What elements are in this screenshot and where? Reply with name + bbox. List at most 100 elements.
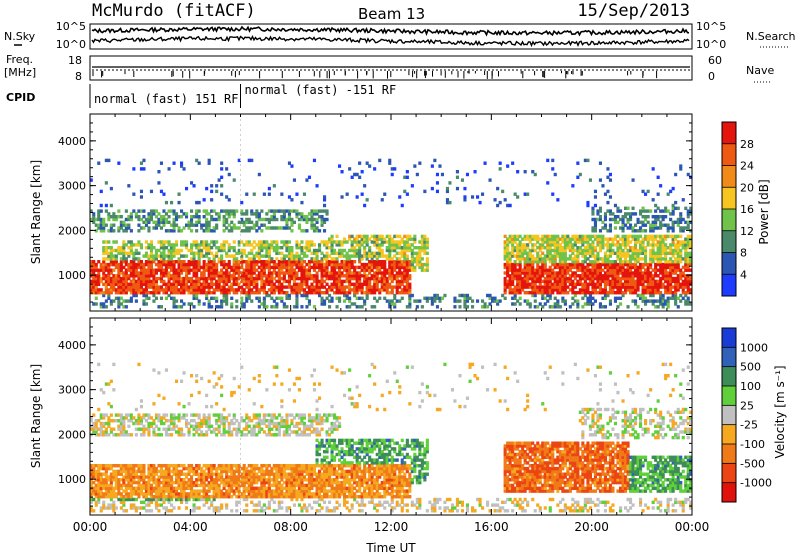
heatmap-cell [526, 268, 530, 272]
heatmap-cell [270, 240, 274, 244]
heatmap-cell [230, 220, 234, 225]
heatmap-cell [588, 268, 593, 272]
heatmap-cell [129, 503, 133, 507]
heatmap-cell [212, 282, 216, 287]
heatmap-cell [518, 279, 522, 284]
heatmap-cell [674, 172, 678, 177]
heatmap-cell [237, 243, 241, 247]
heatmap-cell [200, 248, 204, 253]
heatmap-cell [114, 413, 118, 417]
heatmap-cell [596, 268, 600, 272]
heatmap-cell [568, 246, 572, 250]
heatmap-cell [310, 223, 314, 227]
heatmap-cell [280, 276, 284, 281]
heatmap-cell [117, 305, 121, 309]
heatmap-cell [511, 268, 515, 272]
heatmap-cell [129, 291, 133, 295]
heatmap-cell [197, 209, 201, 213]
heatmap-cell [651, 215, 655, 219]
heatmap-cell [220, 276, 224, 281]
heatmap-cell [235, 291, 239, 295]
heatmap-cell [644, 296, 648, 301]
heatmap-cell [481, 192, 485, 196]
heatmap-cell [122, 248, 126, 253]
heatmap-cell [117, 285, 121, 289]
heatmap-cell [528, 260, 532, 264]
heatmap-cell [335, 262, 339, 267]
heatmap-cell [350, 276, 354, 281]
heatmap-cell [272, 184, 276, 188]
heatmap-cell [563, 279, 567, 284]
heatmap-cell [170, 268, 174, 272]
heatmap-cell [659, 237, 663, 241]
heatmap-cell [674, 276, 678, 281]
heatmap-cell [237, 265, 241, 270]
heatmap-cell [365, 254, 369, 258]
heatmap-cell [162, 240, 166, 244]
heatmap-cell [669, 282, 673, 287]
heatmap-cell [272, 209, 276, 213]
heatmap-cell [210, 240, 214, 244]
heatmap-cell [676, 246, 680, 250]
heatmap-cell [548, 240, 552, 244]
heatmap-cell [634, 243, 638, 247]
heatmap-cell [378, 246, 382, 250]
heatmap-cell [159, 189, 164, 194]
heatmap-cell [556, 302, 560, 306]
heatmap-cell [207, 276, 211, 281]
heatmap-cell [393, 276, 397, 281]
heatmap-cell [523, 248, 527, 253]
heatmap-cell [591, 291, 595, 295]
heatmap-cell [533, 293, 537, 298]
heatmap-cell [330, 240, 334, 244]
heatmap-cell [586, 248, 590, 253]
heatmap-cell [97, 260, 101, 264]
heatmap-cell [603, 305, 608, 309]
heatmap-cell [561, 240, 565, 244]
heatmap-cell [501, 189, 505, 194]
heatmap-cell [398, 257, 402, 261]
heatmap-cell [400, 248, 404, 253]
heatmap-cell [323, 279, 327, 284]
heatmap-cell [312, 260, 317, 264]
heatmap-cell [212, 291, 216, 295]
heatmap-cell [222, 296, 226, 301]
heatmap-cell [333, 240, 337, 244]
heatmap-cell [300, 285, 304, 289]
heatmap-cell [129, 265, 133, 270]
heatmap-cell [237, 251, 241, 256]
heatmap-cell [92, 421, 96, 426]
heatmap-cell [526, 265, 530, 270]
heatmap-cell [573, 271, 577, 275]
heatmap-cell [172, 279, 176, 284]
heatmap-cell [606, 271, 610, 275]
heatmap-cell [157, 212, 161, 216]
heatmap-cell [659, 240, 663, 244]
heatmap-cell [172, 254, 176, 258]
heatmap-cell [250, 271, 254, 275]
heatmap-cell [516, 257, 520, 261]
heatmap-cell [624, 251, 628, 256]
heatmap-cell [619, 237, 623, 241]
heatmap-cell [553, 246, 557, 250]
heatmap-cell [109, 226, 113, 230]
heatmap-cell [182, 262, 186, 267]
heatmap-cell [330, 262, 334, 267]
heatmap-cell [185, 212, 189, 216]
heatmap-cell [689, 279, 693, 284]
heatmap-cell [132, 489, 136, 493]
heatmap-cell [245, 260, 249, 264]
heatmap-cell [576, 234, 580, 239]
heatmap-cell [124, 416, 128, 420]
heatmap-cell [137, 475, 141, 479]
heatmap-cell [104, 181, 108, 185]
heatmap-cell [147, 296, 151, 301]
heatmap-cell [237, 240, 241, 244]
heatmap-cell [132, 486, 136, 491]
heatmap-cell [538, 282, 542, 287]
heatmap-cell [99, 229, 103, 233]
heatmap-cell [175, 251, 179, 256]
heatmap-cell [292, 268, 297, 272]
heatmap-cell [548, 265, 552, 270]
heatmap-cell [338, 276, 342, 281]
